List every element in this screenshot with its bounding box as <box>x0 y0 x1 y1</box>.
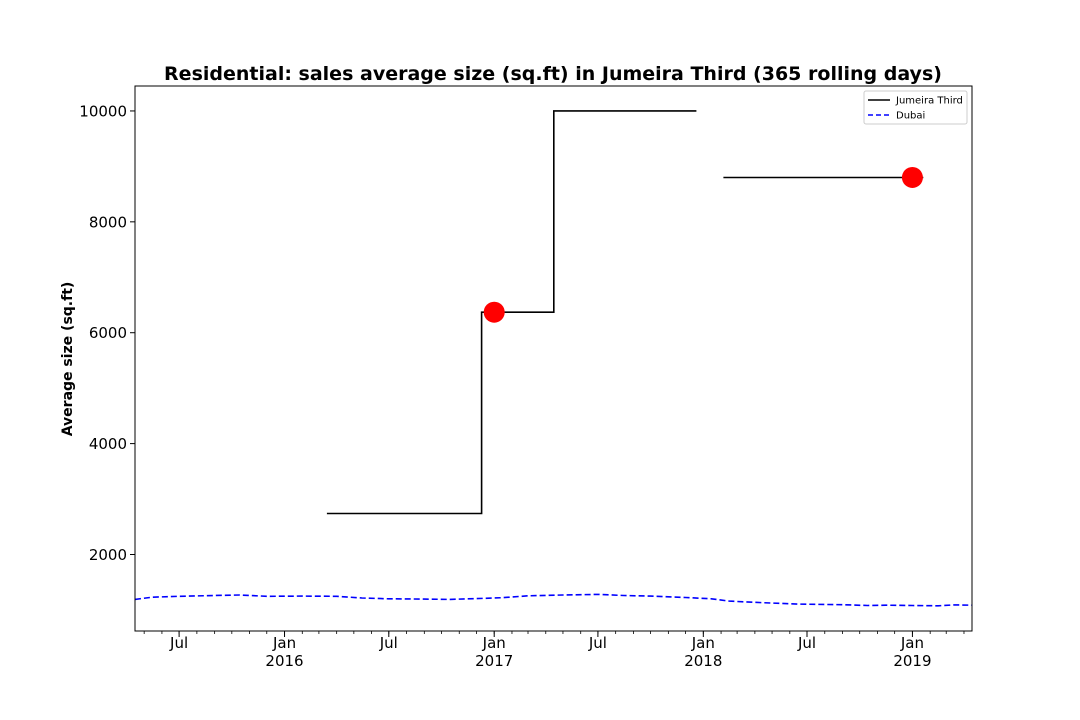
series-line-1-0 <box>135 593 972 607</box>
y-axis-label: Average size (sq.ft) <box>60 282 76 437</box>
x-tick-label-6: Jul <box>797 634 816 652</box>
y-tick-label-1: 4000 <box>89 435 127 453</box>
legend-label-1: Dubai <box>896 111 925 122</box>
y-tick-label-0: 2000 <box>89 546 127 564</box>
series-group <box>135 110 972 607</box>
x-tick-year-3: 2017 <box>475 652 513 670</box>
series-line-0-0 <box>326 110 697 515</box>
x-tick-year-5: 2018 <box>684 652 722 670</box>
marker-point-0 <box>483 301 505 323</box>
x-tick-label-2: Jul <box>379 634 398 652</box>
chart-title: Residential: sales average size (sq.ft) … <box>164 63 942 85</box>
legend: Jumeira Third Dubai <box>863 90 968 125</box>
x-tick-label-4: Jul <box>588 634 607 652</box>
marker-point-1 <box>901 166 923 188</box>
x-tick-year-1: 2016 <box>265 652 303 670</box>
x-tick-label-1: Jan <box>272 634 296 652</box>
plot-frame <box>134 85 973 632</box>
x-tick-label-0: Jul <box>169 634 188 652</box>
x-tick-label-5: Jan <box>691 634 715 652</box>
y-tick-label-2: 6000 <box>89 324 127 342</box>
x-tick-label-3: Jan <box>482 634 506 652</box>
y-tick-label-4: 10000 <box>79 102 127 120</box>
plot-area <box>135 110 972 607</box>
x-tick-label-7: Jan <box>900 634 924 652</box>
x-tick-year-7: 2019 <box>893 652 931 670</box>
y-tick-label-3: 8000 <box>89 213 127 231</box>
legend-label-0: Jumeira Third <box>895 96 963 107</box>
